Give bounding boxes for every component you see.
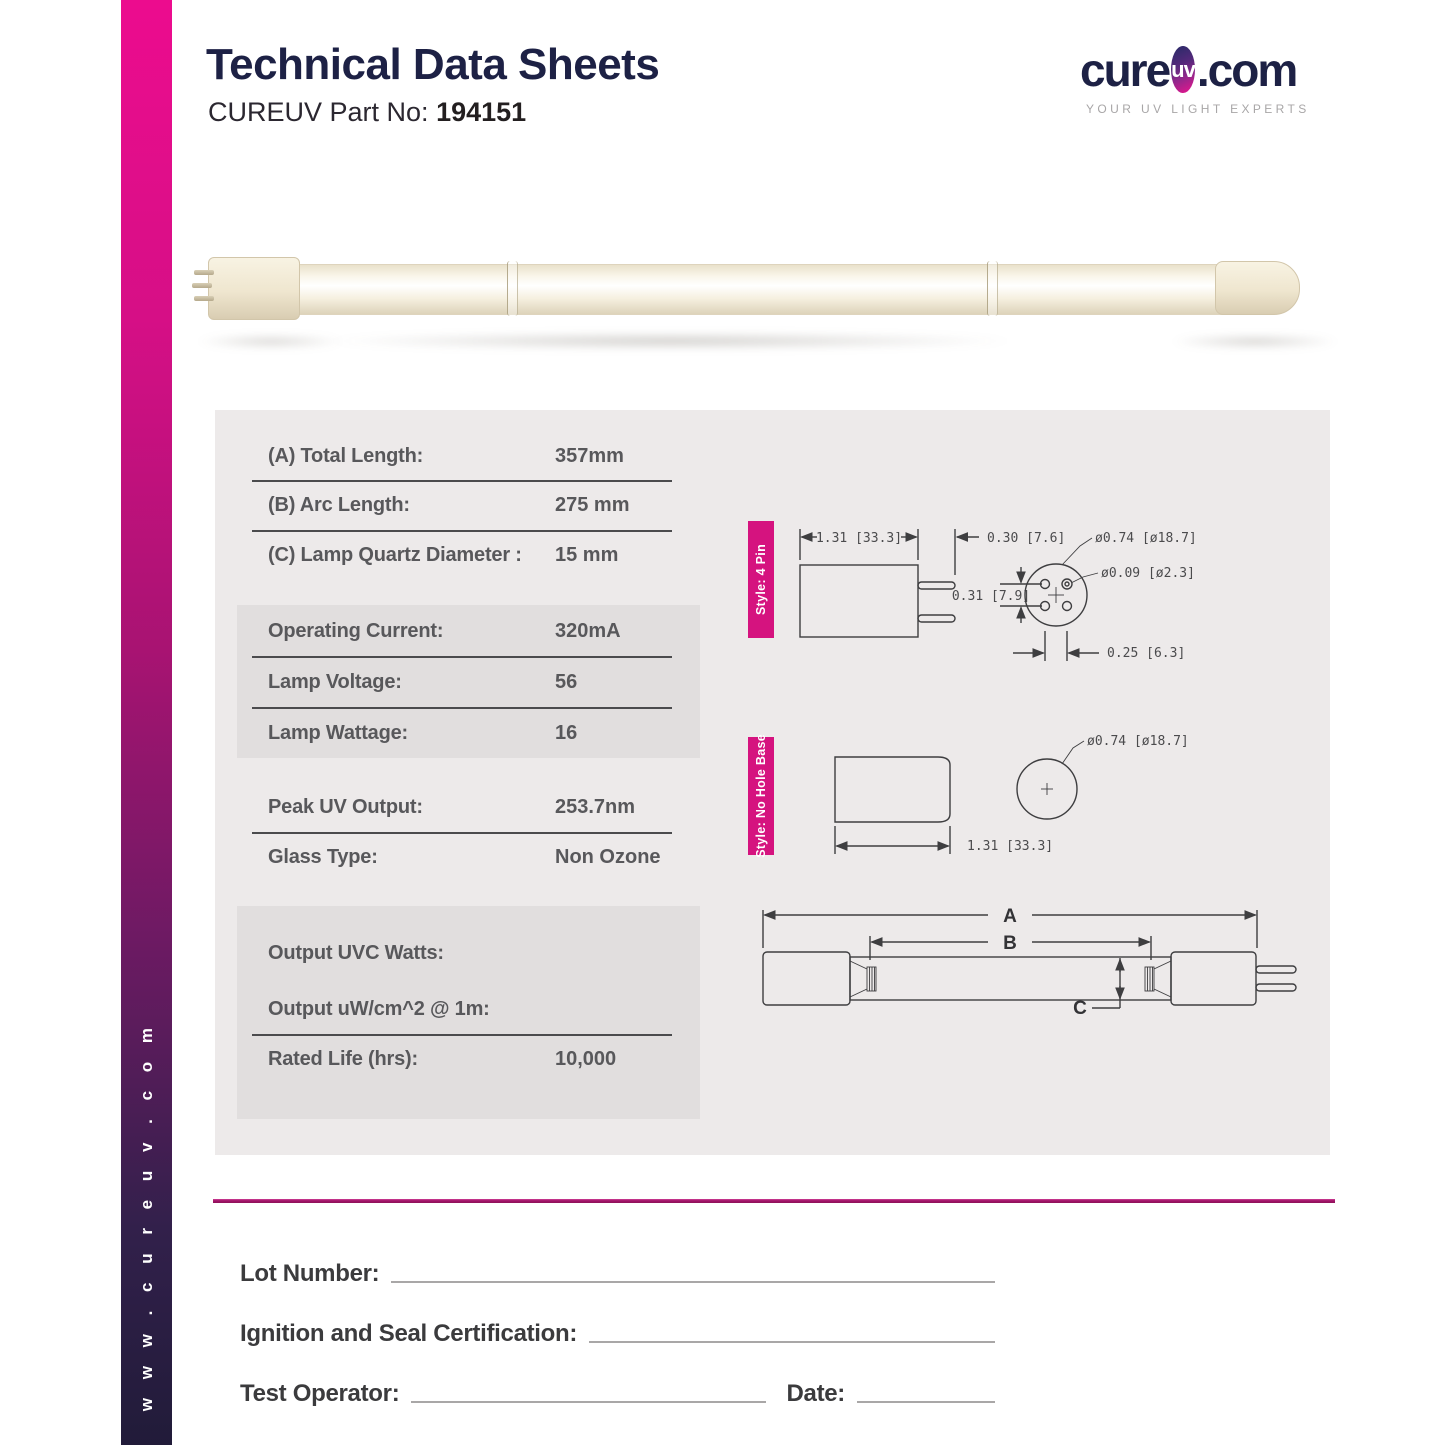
logo-tagline: YOUR UV LIGHT EXPERTS [1086,102,1310,116]
style-tag-4pin: Style: 4 Pin [748,521,774,638]
dim-base-width: 1.31 [33.3] [816,531,902,546]
spec-label: Output UVC Watts: [268,942,444,964]
drawing-no-hole-base: 1.31 [33.3] ø0.74 [ø18.7] [834,734,1189,854]
spec-label: Rated Life (hrs): [268,1048,418,1070]
lamp-pin [194,296,214,301]
part-number-value: 194151 [436,97,527,127]
spec-label: Lamp Wattage: [268,722,408,744]
spec-label: Lamp Voltage: [268,671,402,693]
dim-base-width: 1.31 [33.3] [967,839,1053,854]
ignition-certification-label: Ignition and Seal Certification: [240,1320,578,1347]
test-operator-label: Test Operator: [240,1380,400,1407]
spec-value: 253.7nm [555,796,636,818]
sidebar-gradient-bar: w w w . c u r e u v . c o m [121,0,172,1445]
base-rectangle [834,756,951,823]
style-tag-no-hole-base: Style: No Hole Base [748,734,774,858]
lot-number-row: Lot Number: [240,1246,995,1288]
lamp-glass-ring [987,261,998,316]
filament [866,966,877,992]
test-operator-row: Test Operator: Date: [240,1366,995,1408]
dim-pin-spacing: 0.31 [7.9] [952,589,1030,604]
spec-value: 357mm [555,445,624,467]
spec-value: 16 [555,722,578,744]
lamp-pin [192,283,212,288]
lamp-shadow [1170,334,1340,349]
drawing-4pin-base: 1.31 [33.3] 0.30 [7.6] 0.31 [7.9] ø0.74 … [799,529,1197,661]
spec-divider [252,656,672,658]
spec-panel: (A) Total Length: 357mm (B) Arc Length: … [215,410,1330,1155]
electrical-spec-box [237,605,700,758]
base-end-circle [1024,563,1088,627]
lamp-glass-tube [294,264,1237,315]
dim-base-diameter: ø0.74 [ø18.7] [1095,531,1197,546]
lamp-tube [849,956,1172,1001]
dim-pin-diameter: ø0.09 [ø2.3] [1101,566,1195,581]
dim-pin-length: 0.30 [7.6] [987,531,1065,546]
pin [917,614,956,623]
test-operator-blank-line [411,1401,767,1403]
sidebar-website-url: w w w . c u r e u v . c o m [136,1020,156,1411]
spec-divider [252,530,672,532]
ignition-certification-blank-line [589,1341,995,1343]
lamp-right-end-cap [1215,261,1300,315]
lot-number-blank-line [391,1281,995,1283]
lot-number-label: Lot Number: [240,1260,380,1287]
base-end-circle [1016,758,1078,820]
spec-value: 10,000 [555,1048,617,1070]
ignition-certification-row: Ignition and Seal Certification: [240,1306,995,1348]
lamp-left-cap [762,951,851,1006]
footer-magenta-rule [213,1199,1335,1203]
logo-text-com: .com [1196,43,1298,96]
logo-uv-circle-icon: uv [1171,46,1196,93]
dim-label-b: B [1003,933,1017,954]
spec-label: (C) Lamp Quartz Diameter : [268,544,522,566]
filament [1144,966,1155,992]
part-number-line: CUREUV Part No: 194151 [208,97,526,128]
spec-value: 320mA [555,620,621,642]
spec-divider [252,1034,672,1036]
dim-label-c: C [1073,998,1087,1019]
date-label: Date: [786,1380,845,1407]
spec-value: 56 [555,671,578,693]
dim-base-diameter: ø0.74 [ø18.7] [1087,734,1189,749]
part-number-label: CUREUV Part No: [208,97,429,127]
dim-label-a: A [1003,906,1017,927]
date-blank-line [857,1401,995,1403]
spec-value: Non Ozone [555,846,661,868]
logo-text-cure: cure [1080,43,1171,96]
cureuv-logo-row: cure uv .com [1080,43,1298,96]
spec-divider [252,832,672,834]
pin [1255,965,1297,974]
spec-label: Operating Current: [268,620,444,642]
spec-label: (B) Arc Length: [268,494,410,516]
spec-value: 275 mm [555,494,630,516]
base-rectangle [799,564,919,638]
lamp-shadow [320,332,1020,350]
style-tag-4pin-label: Style: 4 Pin [754,544,768,615]
lamp-glass-ring [507,261,518,316]
spec-label: Glass Type: [268,846,378,868]
pin [1255,983,1297,992]
uv-lamp-photo [190,246,1340,361]
logo-text-uv: uv [1171,56,1196,82]
spec-label: Output uW/cm^2 @ 1m: [268,998,490,1020]
spec-divider [252,707,672,709]
spec-value: 15 mm [555,544,619,566]
pin [917,581,956,590]
drawing-lamp-dimensions: A B C [762,906,1297,1019]
page-title: Technical Data Sheets [206,40,660,89]
spec-divider [252,480,672,482]
spec-label: (A) Total Length: [268,445,424,467]
spec-label: Peak UV Output: [268,796,423,818]
dim-pin-offset: 0.25 [6.3] [1107,646,1185,661]
lamp-shadow [196,334,346,349]
cureuv-logo: cure uv .com YOUR UV LIGHT EXPERTS [1080,43,1310,116]
lamp-pin [194,270,214,275]
style-tag-no-hole-label: Style: No Hole Base [754,734,768,858]
lamp-right-cap [1170,951,1257,1006]
lamp-left-end-cap [208,257,300,320]
output-spec-box [237,906,700,1119]
